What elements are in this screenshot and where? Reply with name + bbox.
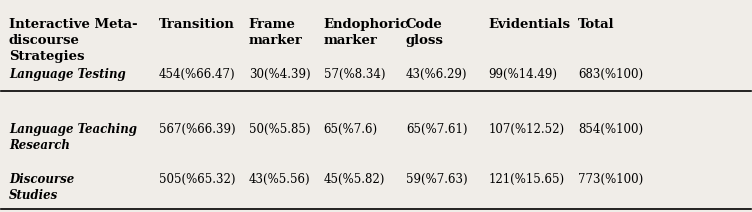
Text: 43(%5.56): 43(%5.56): [249, 173, 311, 186]
Text: 854(%100): 854(%100): [578, 123, 644, 136]
Text: Transition: Transition: [159, 18, 235, 31]
Text: 99(%14.49): 99(%14.49): [488, 68, 557, 81]
Text: 45(%5.82): 45(%5.82): [323, 173, 385, 186]
Text: 59(%7.63): 59(%7.63): [406, 173, 468, 186]
Text: 57(%8.34): 57(%8.34): [323, 68, 385, 81]
Text: 505(%65.32): 505(%65.32): [159, 173, 235, 186]
Text: 65(%7.61): 65(%7.61): [406, 123, 468, 136]
Text: 65(%7.6): 65(%7.6): [323, 123, 378, 136]
Text: 121(%15.65): 121(%15.65): [488, 173, 565, 186]
Text: Endophoric
marker: Endophoric marker: [323, 18, 408, 47]
Text: Evidentials: Evidentials: [488, 18, 570, 31]
Text: Interactive Meta-
discourse
Strategies: Interactive Meta- discourse Strategies: [9, 18, 138, 63]
Text: 773(%100): 773(%100): [578, 173, 644, 186]
Text: 43(%6.29): 43(%6.29): [406, 68, 468, 81]
Text: 50(%5.85): 50(%5.85): [249, 123, 310, 136]
Text: Discourse
Studies: Discourse Studies: [9, 173, 74, 202]
Text: Code
gloss: Code gloss: [406, 18, 444, 47]
Text: 107(%12.52): 107(%12.52): [488, 123, 565, 136]
Text: Language Testing: Language Testing: [9, 68, 126, 81]
Text: Total: Total: [578, 18, 615, 31]
Text: 683(%100): 683(%100): [578, 68, 644, 81]
Text: 567(%66.39): 567(%66.39): [159, 123, 235, 136]
Text: 30(%4.39): 30(%4.39): [249, 68, 311, 81]
Text: Language Teaching
Research: Language Teaching Research: [9, 123, 137, 152]
Text: 454(%66.47): 454(%66.47): [159, 68, 235, 81]
Text: Frame
marker: Frame marker: [249, 18, 302, 47]
